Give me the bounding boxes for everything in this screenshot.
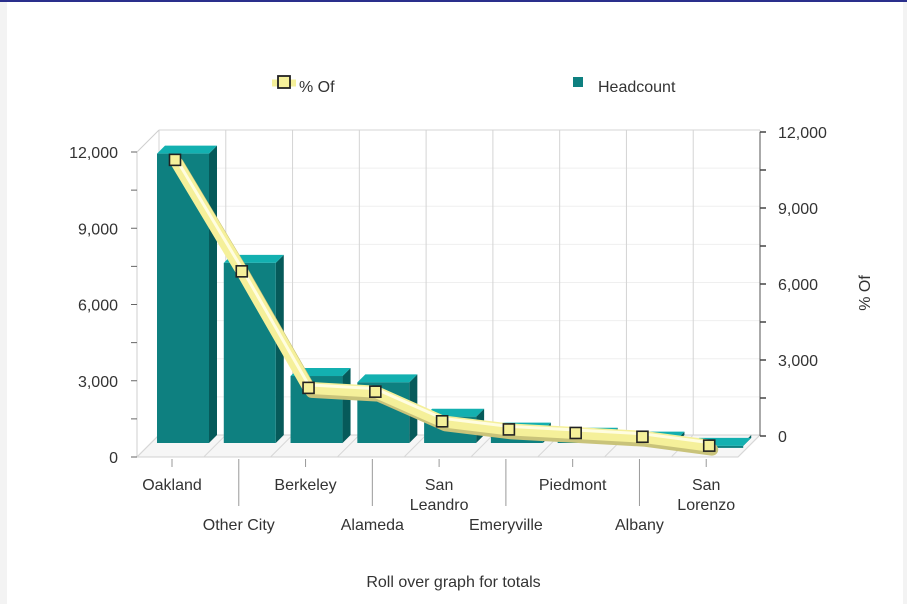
side-wall-top xyxy=(136,129,160,153)
x-tick-label: Alameda xyxy=(341,517,404,534)
left-margin-strip xyxy=(0,2,7,604)
y-left-tick-label: 9,000 xyxy=(78,221,118,238)
x-tick-label: Leandro xyxy=(410,497,469,514)
legend-layer: % Of Headcount xyxy=(272,75,676,96)
line-marker-piedmont xyxy=(569,426,582,440)
bar-top xyxy=(357,374,418,383)
floor-divider xyxy=(203,434,227,458)
floor-divider xyxy=(737,434,761,458)
line-marker-alameda xyxy=(369,385,382,398)
y-left-tick-label: 0 xyxy=(109,450,118,467)
right-margin-strip xyxy=(903,2,907,604)
x-tick-label: San xyxy=(425,477,453,494)
bar-layer xyxy=(157,145,752,448)
x-tick-label: Lorenzo xyxy=(677,497,735,514)
x-tick-label: Emeryville xyxy=(469,517,543,534)
legend-bar-swatch xyxy=(573,77,583,87)
bar-side xyxy=(342,368,351,443)
floor-divider xyxy=(136,434,160,458)
floor-divider xyxy=(470,434,494,458)
y-right-axis-label: % Of xyxy=(857,275,874,311)
top-border xyxy=(0,0,907,2)
legend-label-percent: % Of xyxy=(299,79,335,96)
x-tick-label: Other City xyxy=(203,517,275,534)
line-marker-emeryville xyxy=(502,423,516,436)
footer-note: Roll over graph for totals xyxy=(366,574,541,591)
line-marker-san-lorenzo xyxy=(702,439,716,452)
floor-divider xyxy=(403,434,427,458)
axis-layer: 0 3,000 6,000 9,000 12,000 0 3,000 6,000 9,000 12… xyxy=(69,125,874,534)
y-right-tick-label: 6,000 xyxy=(778,277,818,294)
legend-label-headcount: Headcount xyxy=(598,79,676,96)
line-marker-albany xyxy=(636,430,649,444)
bar-top xyxy=(157,145,217,154)
y-right-tick-label: 9,000 xyxy=(778,201,818,218)
y-left-tick-label: 3,000 xyxy=(78,374,118,391)
floor-divider xyxy=(336,434,360,458)
floor-divider xyxy=(270,434,293,458)
line-layer xyxy=(168,153,719,456)
line-marker-berkeley xyxy=(302,381,315,395)
x-tick-label: Berkeley xyxy=(274,477,336,494)
x-tick-label: Piedmont xyxy=(539,477,607,494)
y-right-tick-label: 12,000 xyxy=(778,125,827,142)
y-right-tick-label: 0 xyxy=(778,429,787,446)
y-left-tick-label: 12,000 xyxy=(69,145,118,162)
y-left-tick-label: 6,000 xyxy=(78,298,118,315)
line-marker-other-city xyxy=(235,265,249,278)
legend-line-marker xyxy=(277,75,291,89)
x-tick-label: Albany xyxy=(615,517,664,534)
line-marker-san-leandro xyxy=(435,415,449,428)
line-marker-oakland xyxy=(168,153,182,167)
bar-side xyxy=(209,145,217,443)
x-tick-label: Oakland xyxy=(142,477,202,494)
x-tick-label: San xyxy=(692,477,720,494)
y-right-tick-label: 3,000 xyxy=(778,353,818,370)
